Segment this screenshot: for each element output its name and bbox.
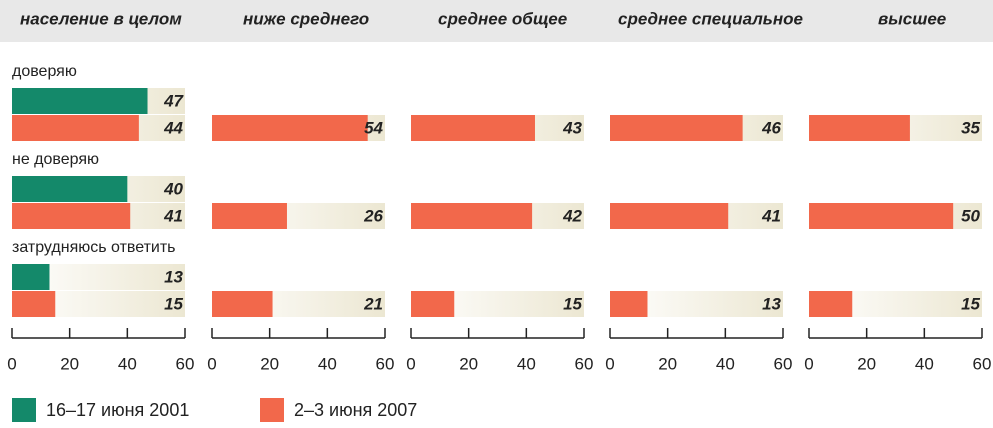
legend-label: 2–3 июня 2007	[294, 400, 417, 420]
value-label: 40	[163, 179, 183, 198]
value-label: 41	[163, 206, 183, 225]
value-label: 15	[164, 294, 183, 313]
value-label: 13	[164, 267, 183, 286]
bar	[610, 203, 729, 229]
bar	[212, 291, 273, 317]
bar	[610, 291, 648, 317]
x-tick-label: 20	[60, 354, 79, 373]
value-label: 47	[163, 91, 184, 110]
bar	[809, 115, 910, 141]
x-tick-label: 60	[575, 354, 594, 373]
panel-title: высшее	[878, 9, 946, 28]
category-label: затрудняюсь ответить	[12, 239, 176, 256]
value-label: 35	[961, 118, 980, 137]
panel-title: ниже среднего	[243, 9, 369, 28]
x-tick-label: 0	[804, 354, 813, 373]
bar	[12, 203, 131, 229]
value-label: 50	[961, 206, 980, 225]
legend-swatch	[260, 398, 284, 422]
panel-title: среднее специальное	[618, 9, 803, 28]
x-tick-label: 40	[517, 354, 536, 373]
bar	[809, 203, 954, 229]
panel-title: среднее общее	[438, 9, 567, 28]
value-label: 21	[363, 294, 383, 313]
value-label: 44	[163, 118, 183, 137]
bar	[411, 115, 535, 141]
bar	[12, 264, 50, 290]
value-label: 26	[363, 206, 383, 225]
category-label: не доверяю	[12, 151, 99, 168]
x-tick-label: 20	[260, 354, 279, 373]
bar	[610, 115, 743, 141]
x-tick-label: 0	[406, 354, 415, 373]
x-tick-label: 20	[658, 354, 677, 373]
panel-title: население в целом	[20, 9, 182, 28]
x-tick-label: 40	[915, 354, 934, 373]
bar	[12, 88, 148, 114]
x-tick-label: 0	[207, 354, 216, 373]
value-label: 15	[961, 294, 980, 313]
value-label: 54	[364, 118, 383, 137]
value-label: 42	[562, 206, 582, 225]
x-tick-label: 40	[716, 354, 735, 373]
bar	[411, 291, 455, 317]
bar	[212, 115, 368, 141]
category-label: доверяю	[12, 63, 77, 80]
value-label: 46	[761, 118, 781, 137]
bar	[212, 203, 287, 229]
x-tick-label: 60	[176, 354, 195, 373]
legend-swatch	[12, 398, 36, 422]
value-label: 15	[563, 294, 582, 313]
bar	[12, 291, 56, 317]
x-tick-label: 40	[318, 354, 337, 373]
legend-label: 16–17 июня 2001	[46, 400, 189, 420]
value-label: 43	[562, 118, 582, 137]
value-label: 41	[761, 206, 781, 225]
bar	[12, 176, 128, 202]
x-tick-label: 20	[857, 354, 876, 373]
x-tick-label: 40	[118, 354, 137, 373]
x-tick-label: 60	[376, 354, 395, 373]
x-tick-label: 0	[7, 354, 16, 373]
x-tick-label: 20	[459, 354, 478, 373]
bar	[809, 291, 853, 317]
x-tick-label: 60	[774, 354, 793, 373]
x-tick-label: 0	[605, 354, 614, 373]
bar	[411, 203, 533, 229]
bar	[12, 115, 139, 141]
value-label: 13	[762, 294, 781, 313]
header-band	[0, 0, 993, 42]
x-tick-label: 60	[973, 354, 992, 373]
